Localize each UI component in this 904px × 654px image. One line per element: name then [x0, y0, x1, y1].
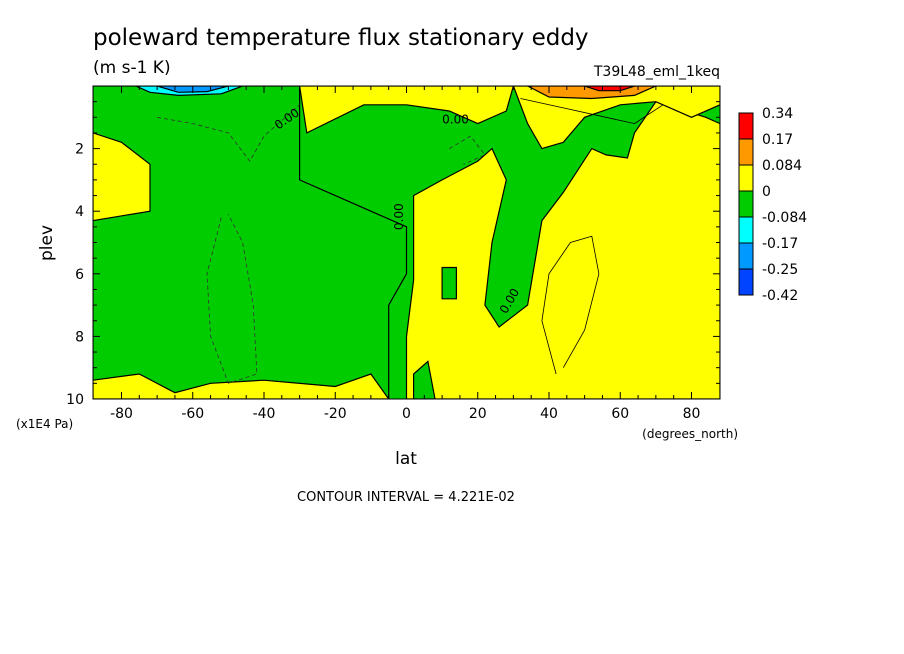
field-fills [93, 86, 720, 399]
y-tick-label: 6 [75, 267, 84, 283]
field-region-2 [93, 373, 390, 399]
colorbar-label: 0.17 [762, 132, 793, 148]
colorbar-label: -0.084 [762, 210, 807, 226]
y-tick-label: 2 [75, 142, 84, 158]
dashed-contour-0 [206, 214, 258, 384]
x-tick-label: -40 [253, 406, 276, 422]
colorbar-label: 0.34 [762, 106, 793, 122]
x-tick-label: 20 [469, 406, 487, 422]
colorbar-label: 0.084 [762, 158, 802, 174]
y-tick-label: 8 [75, 329, 84, 345]
field-region-6 [441, 266, 457, 300]
x-tick-label: 60 [611, 406, 629, 422]
y-tick-label: 4 [75, 204, 84, 220]
y-axis-label: plev [37, 225, 57, 261]
field-region-5 [512, 86, 720, 150]
chart-title: poleward temperature flux stationary edd… [93, 25, 589, 51]
field-region-3 [298, 86, 515, 134]
axis-ticks [93, 86, 720, 400]
field-region-7 [413, 360, 436, 399]
solid-contour-1 [520, 98, 664, 125]
x-axis-label: lat [395, 449, 417, 469]
x-tick-label: -20 [324, 406, 347, 422]
colorbar-swatch [738, 190, 754, 218]
x-tick-label: 80 [683, 406, 701, 422]
field-region-0 [93, 86, 408, 399]
contour-field [93, 86, 720, 399]
colorbar-swatch [738, 268, 754, 296]
contour-label-2: 0.00 [392, 203, 406, 230]
chart-units: (m s-1 K) [93, 58, 171, 78]
colorbar: 0.34 0.17 0.084 0 -0.084 -0.17 -0.25 -0.42 [738, 106, 807, 304]
y-tick-label: 10 [66, 392, 84, 408]
field-region-1 [93, 132, 151, 222]
contour-interval-note: CONTOUR INTERVAL = 4.221E-02 [297, 490, 515, 505]
colorbar-swatch [738, 242, 754, 270]
colorbar-label: -0.25 [762, 262, 798, 278]
x-tick-label: 40 [540, 406, 558, 422]
dashed-contour-2 [449, 135, 486, 165]
x-tick-label: -80 [110, 406, 133, 422]
solid-contour-0 [541, 235, 600, 375]
x-tick-label: -60 [181, 406, 204, 422]
colorbar-swatch [738, 112, 754, 140]
contour-label-1: 0.00 [442, 113, 469, 127]
dataset-label: T39L48_eml_1keq [593, 64, 720, 80]
x-axis-units: (degrees_north) [642, 427, 738, 441]
y-axis-units: (x1E4 Pa) [16, 417, 73, 431]
x-tick-label: 0 [402, 406, 411, 422]
y-tick-labels: 2 4 6 8 10 [66, 142, 84, 408]
colorbar-swatch [738, 216, 754, 244]
x-tick-labels: -80 -60 -40 -20 0 20 40 60 80 [110, 406, 700, 422]
colorbar-swatch [738, 164, 754, 192]
colorbar-label: -0.42 [762, 288, 798, 304]
dashed-contour-1 [157, 104, 300, 162]
contour-lines [157, 98, 664, 384]
colorbar-swatch [738, 138, 754, 166]
colorbar-label: -0.17 [762, 236, 798, 252]
colorbar-label: 0 [762, 184, 771, 200]
